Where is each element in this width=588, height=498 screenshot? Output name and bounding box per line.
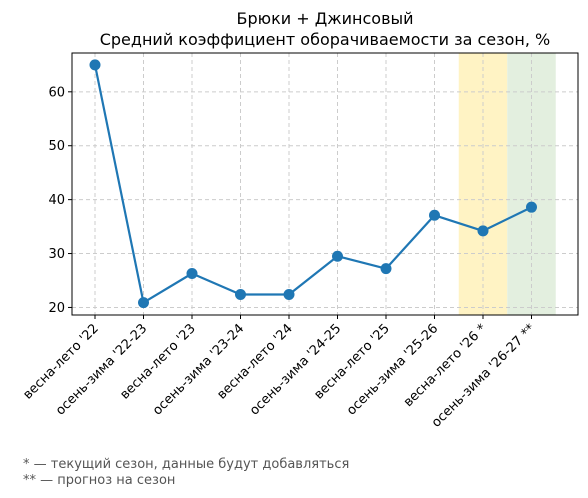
series-layer xyxy=(89,59,537,309)
footnote-forecast: ** — прогноз на сезон xyxy=(23,473,176,488)
y-tick-label-1: 30 xyxy=(48,247,65,262)
data-point-7 xyxy=(429,209,440,221)
chart-subtitle: Средний коэффициент оборачиваемости за с… xyxy=(100,30,551,49)
y-tick-label-4: 60 xyxy=(48,85,65,100)
y-tick-label-3: 50 xyxy=(48,139,65,154)
x-tick-label-7: осень-зима '25-26 xyxy=(344,321,441,418)
data-point-9 xyxy=(526,201,537,213)
footnote-current-season: * — текущий сезон, данные будут добавлят… xyxy=(23,457,350,472)
y-tick-label-2: 40 xyxy=(48,193,65,208)
x-tick-label-3: осень-зима '23-24 xyxy=(150,321,247,418)
y-axis: 20 30 40 50 60 xyxy=(48,85,72,316)
x-tick-label-8: весна-лето '26 * xyxy=(401,321,490,410)
series-line-0 xyxy=(93,64,532,304)
grid xyxy=(72,53,578,315)
data-point-3 xyxy=(235,289,246,301)
y-tick-label-0: 20 xyxy=(48,301,65,316)
data-point-2 xyxy=(186,267,198,279)
data-point-4 xyxy=(283,289,295,301)
data-point-8 xyxy=(477,225,489,237)
x-tick-label-5: осень-зима '24-25 xyxy=(247,321,344,418)
data-point-1 xyxy=(138,297,149,309)
data-point-6 xyxy=(380,263,392,275)
data-point-0 xyxy=(89,59,101,71)
chart-title: Брюки + Джинсовый xyxy=(236,9,413,28)
x-tick-label-1: осень-зима '22-23 xyxy=(53,321,150,418)
data-point-5 xyxy=(332,250,343,262)
plot-frame xyxy=(71,52,579,316)
